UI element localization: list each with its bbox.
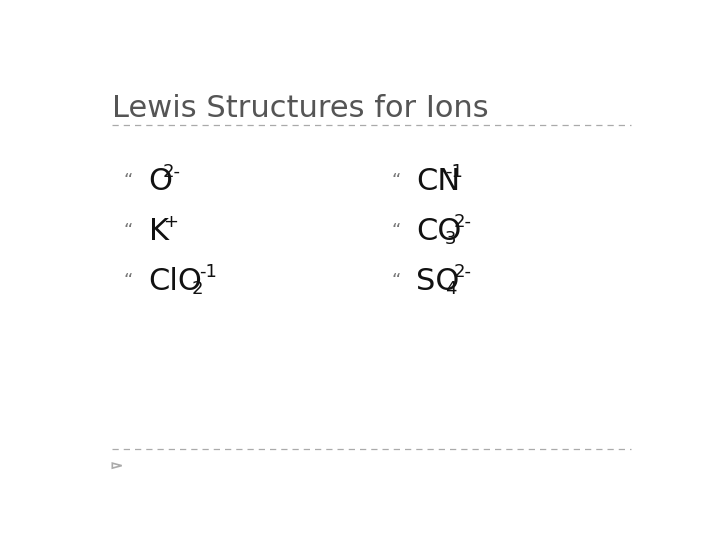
Text: “: “ bbox=[124, 172, 133, 190]
Text: “: “ bbox=[392, 222, 401, 240]
Text: 2: 2 bbox=[192, 280, 203, 298]
Text: Lewis Structures for Ions: Lewis Structures for Ions bbox=[112, 94, 489, 123]
Text: O: O bbox=[148, 167, 173, 195]
Text: 3: 3 bbox=[445, 230, 456, 248]
Text: 2-: 2- bbox=[454, 263, 472, 281]
Text: “: “ bbox=[392, 172, 401, 190]
Text: “: “ bbox=[392, 272, 401, 290]
Text: “: “ bbox=[124, 222, 133, 240]
Text: 2-: 2- bbox=[163, 163, 181, 181]
Text: CO: CO bbox=[416, 217, 462, 246]
Text: 4: 4 bbox=[445, 280, 456, 298]
Text: 2-: 2- bbox=[454, 213, 472, 231]
Text: K: K bbox=[148, 217, 168, 246]
Text: -1: -1 bbox=[199, 263, 217, 281]
Text: “: “ bbox=[124, 272, 133, 290]
Text: CN: CN bbox=[416, 167, 461, 195]
Text: ClO: ClO bbox=[148, 267, 202, 295]
Text: SO: SO bbox=[416, 267, 460, 295]
Text: -1: -1 bbox=[445, 163, 463, 181]
Text: +: + bbox=[163, 213, 178, 231]
